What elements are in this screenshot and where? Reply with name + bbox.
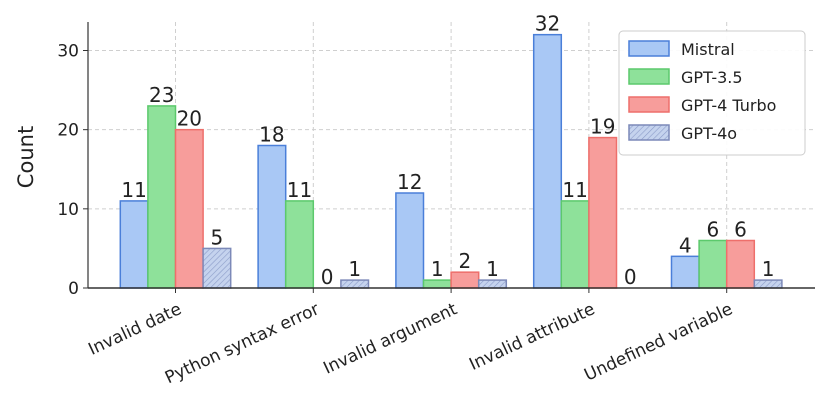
legend-label: GPT-4 Turbo — [681, 96, 776, 115]
data-label: 11 — [562, 178, 587, 202]
bar-mistral — [257, 144, 287, 289]
data-label: 2 — [459, 249, 472, 273]
data-label: 1 — [431, 257, 444, 281]
legend-label: Mistral — [681, 40, 735, 59]
bar-gpt-4-turbo — [725, 239, 756, 289]
data-label: 1 — [762, 257, 775, 281]
bar-gpt-3-5 — [560, 200, 590, 289]
bar-gpt-4-turbo — [174, 128, 204, 289]
bar-gpt-4o — [202, 247, 232, 289]
bar-gpt-4o — [753, 279, 783, 289]
data-label: 11 — [121, 178, 146, 202]
data-label: 0 — [321, 265, 334, 289]
data-label: 11 — [287, 178, 312, 202]
bar-gpt-3-5 — [698, 239, 728, 289]
data-label: 1 — [348, 257, 361, 281]
data-label: 18 — [259, 123, 284, 147]
legend-label: GPT-4o — [681, 124, 737, 143]
legend-label: GPT-3.5 — [681, 68, 743, 87]
data-label: 6 — [734, 218, 747, 242]
data-label: 4 — [679, 233, 692, 257]
x-tick-label: Invalid attribute — [466, 299, 598, 375]
bar-gpt-4o — [340, 279, 370, 289]
bar-mistral — [532, 33, 563, 289]
x-tick-label: Undefined variable — [581, 299, 736, 385]
legend-swatch — [628, 68, 670, 85]
data-label: 19 — [590, 115, 615, 139]
bar-gpt-3-5 — [147, 105, 177, 289]
legend: Mistral GPT-3.5 GPT-4 Turbo GPT-4o — [618, 30, 806, 156]
data-label: 23 — [149, 83, 174, 107]
bars — [119, 33, 783, 289]
y-tick-label: 30 — [57, 42, 79, 62]
bar-gpt-4-turbo — [588, 136, 618, 289]
y-axis-title: Count — [14, 126, 38, 188]
legend-swatch — [628, 40, 670, 57]
data-label: 5 — [211, 225, 224, 249]
x-tick-label: Invalid date — [85, 299, 184, 359]
bar-gpt-3-5 — [422, 279, 452, 289]
bar-gpt-4o — [477, 279, 508, 289]
bar-mistral — [119, 200, 149, 289]
bar-gpt-4-turbo — [450, 271, 480, 289]
data-label: 0 — [624, 265, 637, 289]
legend-swatch — [628, 96, 670, 113]
x-tick-label: Python syntax error — [162, 299, 322, 388]
legend-box — [618, 30, 806, 156]
legend-swatch — [628, 124, 670, 141]
data-label: 12 — [397, 170, 422, 194]
y-tick-label: 0 — [68, 279, 79, 299]
bar-gpt-3-5 — [284, 200, 315, 289]
data-label: 32 — [535, 12, 560, 36]
data-label: 1 — [486, 257, 499, 281]
y-tick-label: 10 — [57, 200, 79, 220]
bar-mistral — [670, 255, 700, 289]
y-tick-label: 20 — [57, 121, 79, 141]
bar-mistral — [395, 192, 425, 289]
data-label: 20 — [177, 107, 202, 131]
x-tick-label: Invalid argument — [320, 299, 460, 379]
data-label: 6 — [707, 218, 720, 242]
